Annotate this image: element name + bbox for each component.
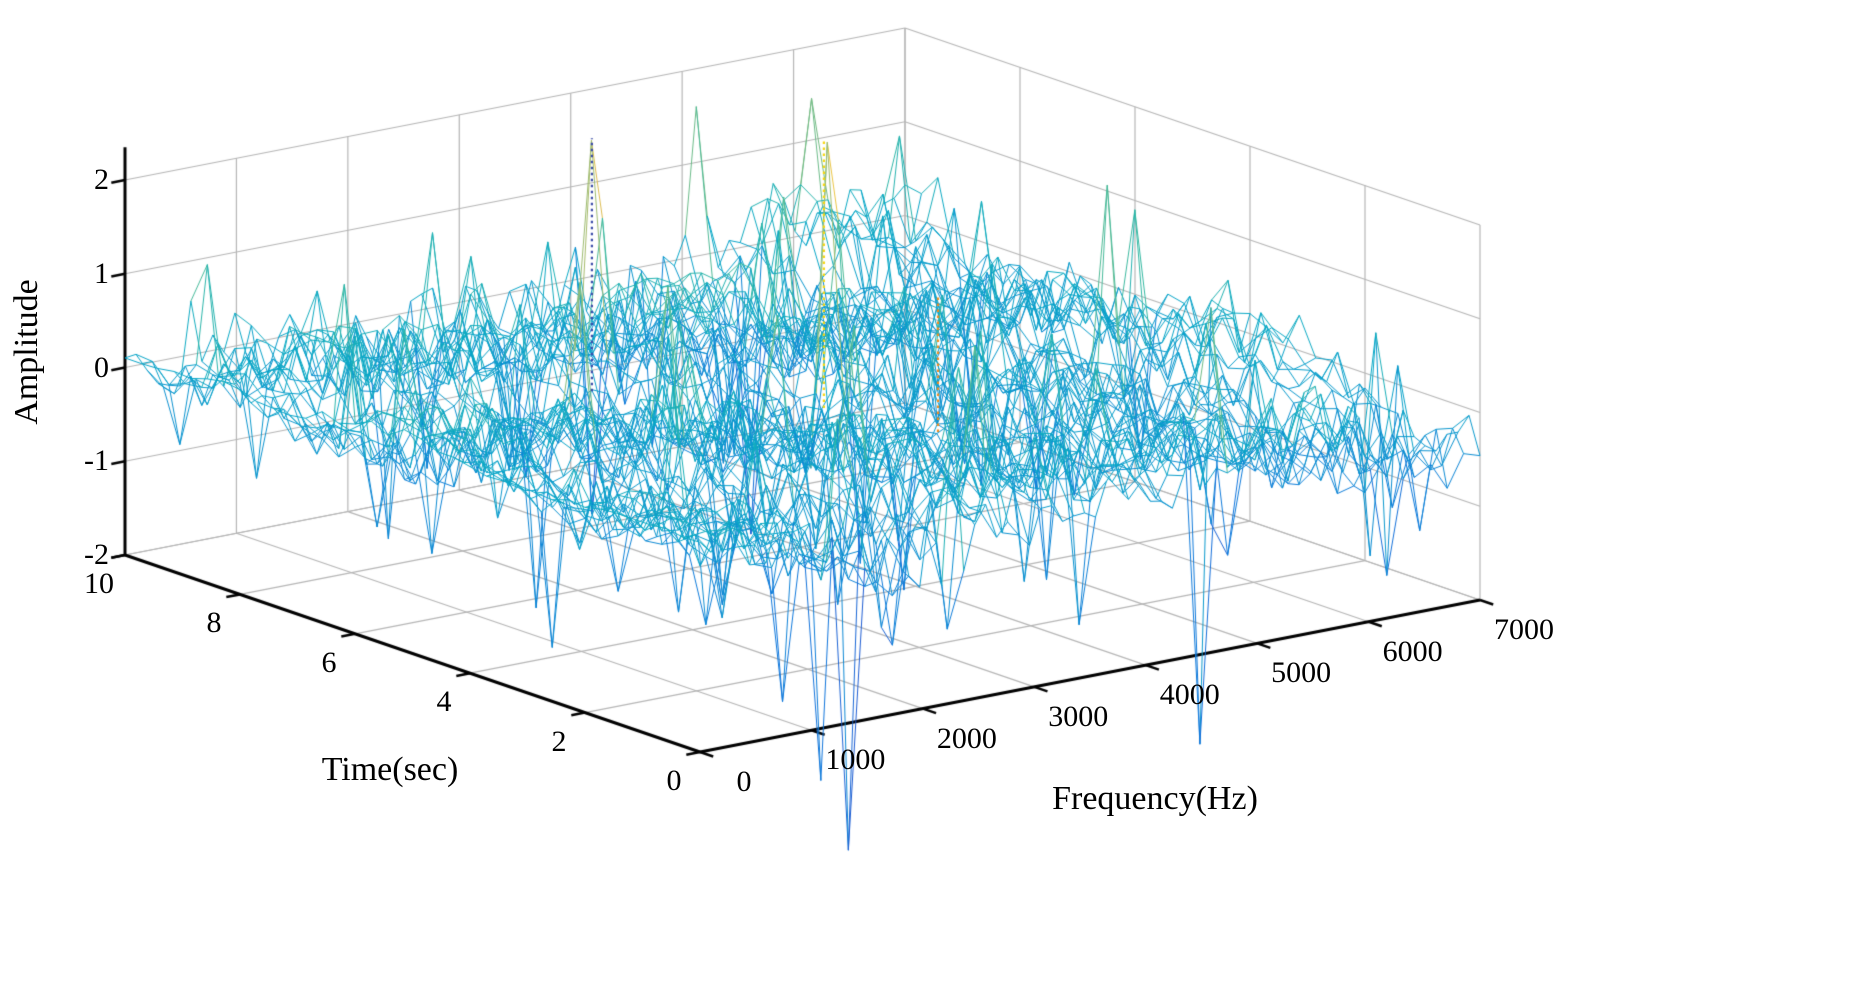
time-tick-label: 6 xyxy=(321,645,337,679)
frequency-tick-label: 6000 xyxy=(1382,634,1443,668)
time-tick-label: 0 xyxy=(666,764,682,797)
frequency-tick-label: 1000 xyxy=(825,743,886,777)
time-axis-title: Time(sec) xyxy=(321,751,459,788)
amplitude-tick-label: 1 xyxy=(94,256,109,290)
frequency-tick-label: 4000 xyxy=(1159,678,1220,712)
frequency-axis-title: Frequency(Hz) xyxy=(1052,780,1258,817)
frequency-tick-label: 2000 xyxy=(936,721,997,755)
frequency-tick-label: 7000 xyxy=(1494,613,1554,646)
time-tick-label: 8 xyxy=(206,606,222,640)
frequency-tick-label: 3000 xyxy=(1048,699,1109,733)
amplitude-tick-label: -1 xyxy=(84,444,109,478)
amplitude-tick-label: 0 xyxy=(94,350,109,384)
amplitude-tick-label: 2 xyxy=(94,163,109,196)
amplitude-axis-title: Amplitude xyxy=(8,279,45,425)
time-tick-label: 2 xyxy=(551,724,567,758)
amplitude-tick-label: -2 xyxy=(84,538,109,571)
frequency-tick-label: 5000 xyxy=(1271,656,1332,690)
time-tick-label: 4 xyxy=(436,685,452,719)
frequency-tick-label: 0 xyxy=(736,765,752,798)
time-tick-label: 10 xyxy=(84,567,114,600)
